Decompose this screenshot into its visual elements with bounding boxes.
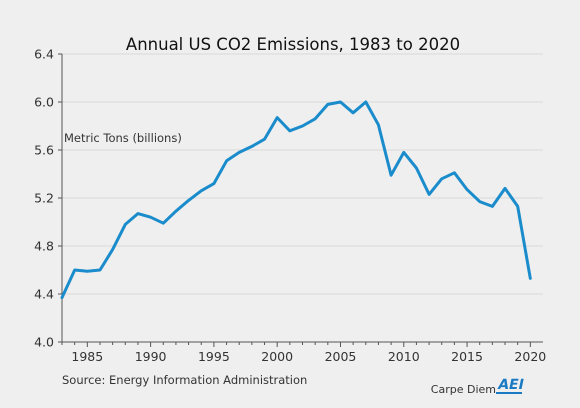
x-tick-label: 2005 <box>325 349 357 364</box>
x-tick-label: 2000 <box>261 349 293 364</box>
x-tick-label: 1995 <box>198 349 230 364</box>
x-tick-label: 2020 <box>514 349 546 364</box>
data-point <box>263 138 266 141</box>
data-point <box>61 296 64 299</box>
x-tick-label: 2015 <box>451 349 483 364</box>
data-point <box>124 223 127 226</box>
x-tick-label: 1985 <box>71 349 103 364</box>
data-point <box>440 177 443 180</box>
data-point <box>402 151 405 154</box>
data-point <box>111 248 114 251</box>
data-point <box>162 222 165 225</box>
y-tick-label: 6.0 <box>34 95 54 110</box>
data-point <box>238 151 241 154</box>
y-tick-label: 4.8 <box>34 239 54 254</box>
data-point <box>326 103 329 106</box>
data-point <box>174 210 177 213</box>
data-point <box>415 167 418 170</box>
data-point <box>200 189 203 192</box>
y-tick-label: 6.4 <box>34 47 54 62</box>
data-point <box>377 123 380 126</box>
data-point <box>364 101 367 104</box>
data-point <box>314 117 317 120</box>
data-point <box>352 111 355 114</box>
data-point <box>187 199 190 202</box>
y-axis-label: Metric Tons (billions) <box>64 131 182 145</box>
x-tick-label: 1990 <box>135 349 167 364</box>
y-tick-label: 4.4 <box>34 287 54 302</box>
x-axis: 1985 1990 1995 2000 2005 2010 2015 2020 <box>61 341 546 364</box>
data-point <box>149 216 152 219</box>
data-point <box>301 125 304 128</box>
data-point <box>288 129 291 132</box>
emissions-line <box>60 100 532 300</box>
logo-underline <box>496 392 522 394</box>
data-point <box>250 145 253 148</box>
data-point <box>466 188 469 191</box>
data-point <box>491 205 494 208</box>
data-point <box>504 187 507 190</box>
y-axis: 4.0 4.4 4.8 5.2 5.6 6.0 6.4 <box>34 47 63 350</box>
data-point <box>276 116 279 119</box>
data-point <box>86 270 89 273</box>
brand-logo: Carpe Diem AEI <box>431 377 526 396</box>
data-point <box>453 171 456 174</box>
data-point <box>225 159 228 162</box>
data-point <box>73 269 76 272</box>
data-point <box>339 101 342 104</box>
data-point <box>529 277 532 280</box>
gridlines <box>62 53 543 295</box>
data-point <box>478 200 481 203</box>
data-point <box>136 212 139 215</box>
data-point <box>390 174 393 177</box>
chart-title: Annual US CO2 Emissions, 1983 to 2020 <box>126 35 460 54</box>
y-tick-label: 5.6 <box>34 143 54 158</box>
data-point <box>98 269 101 272</box>
brand-name: Carpe Diem <box>431 383 496 396</box>
aei-logo-icon: AEI <box>496 377 525 393</box>
data-point <box>516 205 519 208</box>
source-note: Source: Energy Information Administratio… <box>62 373 307 387</box>
data-point <box>212 182 215 185</box>
x-tick-label: 2010 <box>388 349 420 364</box>
y-tick-label: 5.2 <box>34 191 54 206</box>
y-tick-label: 4.0 <box>34 335 54 350</box>
data-point <box>428 193 431 196</box>
series-layer <box>60 100 532 300</box>
